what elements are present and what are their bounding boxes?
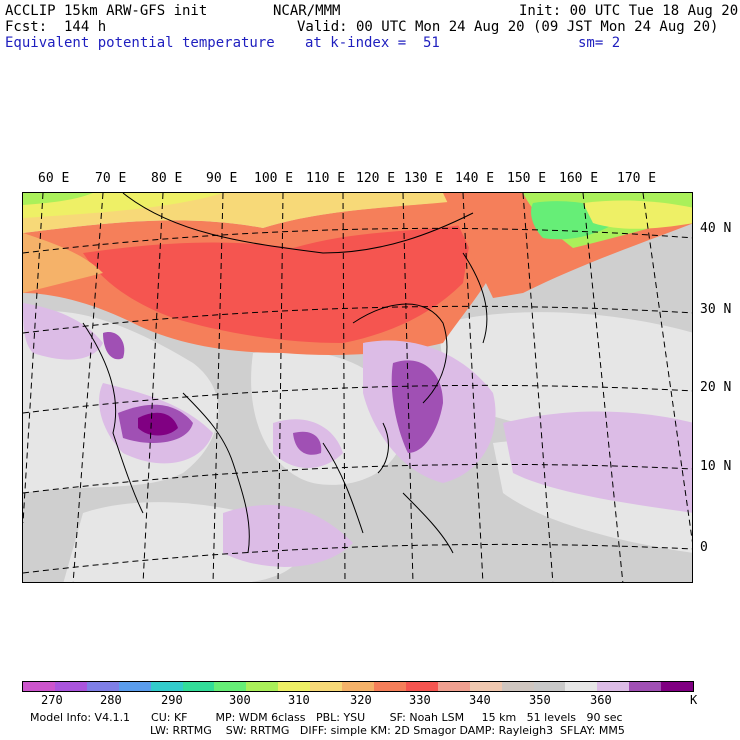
colorbar-unit: K	[690, 693, 698, 707]
coastlines	[82, 193, 488, 554]
colorbar-tick-label: 350	[529, 693, 551, 707]
variable-name: Equivalent potential temperature	[5, 35, 275, 51]
latitude-label: 20 N	[700, 380, 732, 395]
colorbar-segment	[214, 682, 247, 691]
colorbar-tick-label: 280	[100, 693, 122, 707]
colorbar-tick-label: 310	[288, 693, 310, 707]
colorbar-segment	[150, 682, 183, 691]
warm-northern-belt	[23, 193, 692, 355]
colorbar-segment	[533, 682, 566, 691]
longitude-label: 70 E	[95, 171, 127, 186]
center-name: NCAR/MMM	[273, 3, 341, 19]
longitude-label: 110 E	[306, 171, 346, 186]
valid-time: Valid: 00 UTC Mon 24 Aug 20 (09 JST Mon …	[297, 19, 719, 35]
latitude-label: 40 N	[700, 221, 732, 236]
longitude-label: 130 E	[404, 171, 444, 186]
longitude-label: 150 E	[507, 171, 547, 186]
colorbar-tick-label: 330	[409, 693, 431, 707]
latitude-label: 10 N	[700, 459, 732, 474]
model-info-line2: LW: RRTMG SW: RRTMG DIFF: simple KM: 2D …	[150, 724, 625, 737]
colorbar-segment	[23, 682, 55, 691]
longitude-label: 90 E	[206, 171, 238, 186]
longitude-label: 100 E	[254, 171, 294, 186]
level-index: at k-index = 51	[305, 35, 440, 51]
colorbar	[22, 681, 694, 692]
model-info-line1: Model Info: V4.1.1 CU: KF MP: WDM 6class…	[30, 711, 623, 724]
colorbar-segment	[278, 682, 311, 691]
map-panel	[22, 192, 693, 583]
colorbar-segment	[246, 682, 279, 691]
longitude-label: 80 E	[151, 171, 183, 186]
colorbar-segment	[597, 682, 630, 691]
latitude-label: 30 N	[700, 302, 732, 317]
colorbar-segment	[54, 682, 87, 691]
colorbar-tick-label: 300	[229, 693, 251, 707]
smoothing: sm= 2	[578, 35, 621, 51]
colorbar-segment	[405, 682, 438, 691]
colorbar-segment	[118, 682, 151, 691]
longitude-label: 140 E	[455, 171, 495, 186]
colorbar-segment	[565, 682, 598, 691]
colorbar-segment	[629, 682, 662, 691]
longitude-label: 120 E	[356, 171, 396, 186]
colorbar-segment	[342, 682, 374, 691]
colorbar-tick-label: 360	[590, 693, 612, 707]
colorbar-tick-label: 270	[41, 693, 63, 707]
colorbar-segment	[86, 682, 119, 691]
latitude-label: 0	[700, 540, 708, 555]
purple-moist-regions	[23, 303, 692, 567]
colorbar-segment	[182, 682, 215, 691]
colorbar-tick-label: 340	[469, 693, 491, 707]
colorbar-segment	[469, 682, 502, 691]
longitude-label: 160 E	[559, 171, 599, 186]
init-time: Init: 00 UTC Tue 18 Aug 20	[519, 3, 739, 19]
colorbar-segment	[310, 682, 343, 691]
colorbar-segment	[373, 682, 406, 691]
forecast-hour: Fcst: 144 h	[5, 19, 107, 35]
colorbar-segment	[661, 682, 694, 691]
colorbar-tick-label: 320	[350, 693, 372, 707]
longitude-label: 170 E	[617, 171, 657, 186]
model-title: ACCLIP 15km ARW-GFS init	[5, 3, 208, 19]
colorbar-segment	[501, 682, 534, 691]
longitude-label: 60 E	[38, 171, 70, 186]
colorbar-segment	[437, 682, 470, 691]
theta-e-map	[23, 193, 692, 582]
colorbar-tick-label: 290	[161, 693, 183, 707]
